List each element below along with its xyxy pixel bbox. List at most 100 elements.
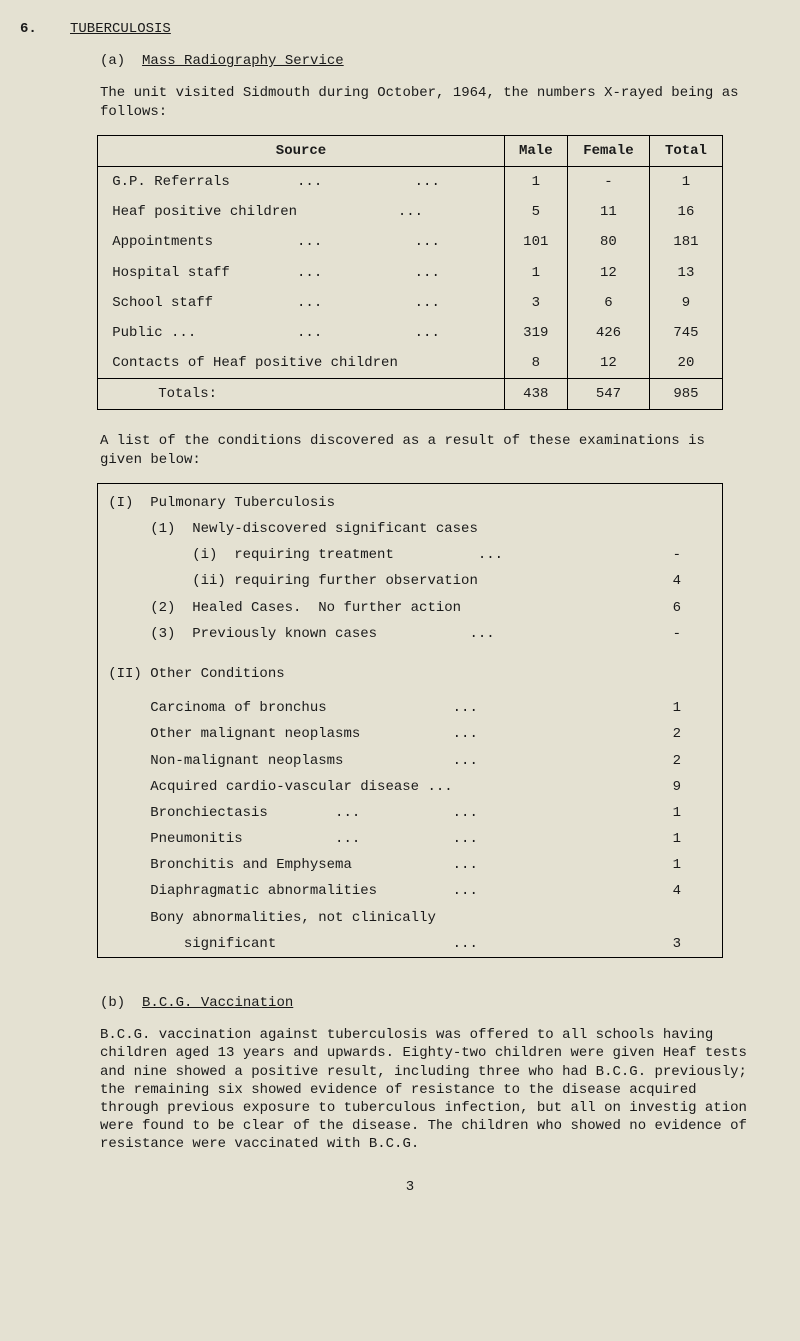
page-number: 3 (70, 1178, 750, 1196)
condition-label: (I) Pulmonary Tuberculosis (98, 483, 632, 516)
condition-value (632, 687, 723, 695)
bcg-paragraph: B.C.G. vaccination against tuberculosis … (100, 1026, 750, 1153)
table-row: Bronchiectasis ... ...1 (98, 800, 723, 826)
radiography-table: Source Male Female Total G.P. Referrals … (97, 135, 723, 411)
female-cell: 12 (567, 348, 649, 379)
condition-label: Acquired cardio-vascular disease ... (98, 774, 632, 800)
source-label: Appointments ... ... (98, 227, 505, 257)
col-male: Male (504, 135, 567, 166)
total-cell: 745 (650, 318, 723, 348)
condition-value: - (632, 542, 723, 568)
table-row: Bony abnormalities, not clinically (98, 905, 723, 931)
table-row: (i) requiring treatment ...- (98, 542, 723, 568)
condition-label (98, 687, 632, 695)
table-row: (2) Healed Cases. No further action6 (98, 595, 723, 621)
source-label: Contacts of Heaf positive children (98, 348, 505, 379)
condition-label: Carcinoma of bronchus ... (98, 695, 632, 721)
total-cell: 13 (650, 258, 723, 288)
list-intro-paragraph: A list of the conditions discovered as a… (100, 432, 750, 468)
table-row: Bronchitis and Emphysema ...1 (98, 852, 723, 878)
totals-label: Totals: (98, 379, 505, 410)
section-title: TUBERCULOSIS (70, 21, 171, 37)
intro-paragraph-a: The unit visited Sidmouth during October… (100, 84, 750, 120)
condition-value: 1 (632, 826, 723, 852)
male-cell: 8 (504, 348, 567, 379)
condition-label: Bony abnormalities, not clinically (98, 905, 632, 931)
male-cell: 1 (504, 166, 567, 197)
condition-value: 4 (632, 568, 723, 594)
table-row: Other malignant neoplasms ...2 (98, 721, 723, 747)
totals-male: 438 (504, 379, 567, 410)
female-cell: 426 (567, 318, 649, 348)
sub-a-title: Mass Radiography Service (142, 53, 344, 69)
table-row: Appointments ... ...10180181 (98, 227, 723, 257)
total-cell: 16 (650, 197, 723, 227)
source-label: G.P. Referrals ... ... (98, 166, 505, 197)
table-row (98, 687, 723, 695)
condition-value: 4 (632, 878, 723, 904)
table-row: (3) Previously known cases ...- (98, 621, 723, 647)
condition-value: 3 (632, 931, 723, 958)
table-row: Public ... ... ...319426745 (98, 318, 723, 348)
table-row: Contacts of Heaf positive children81220 (98, 348, 723, 379)
col-source: Source (98, 135, 505, 166)
male-cell: 319 (504, 318, 567, 348)
condition-label: significant ... (98, 931, 632, 958)
female-cell: 11 (567, 197, 649, 227)
sub-a-marker: (a) (100, 53, 125, 69)
condition-label: (1) Newly-discovered significant cases (98, 516, 632, 542)
table-row: Heaf positive children ...51116 (98, 197, 723, 227)
source-label: Public ... ... ... (98, 318, 505, 348)
col-female: Female (567, 135, 649, 166)
source-label: School staff ... ... (98, 288, 505, 318)
condition-value: 1 (632, 852, 723, 878)
condition-value: - (632, 621, 723, 647)
table-row: Non-malignant neoplasms ...2 (98, 748, 723, 774)
total-cell: 1 (650, 166, 723, 197)
subsection-a: (a) Mass Radiography Service (100, 52, 750, 70)
condition-value (632, 516, 723, 542)
male-cell: 101 (504, 227, 567, 257)
female-cell: 6 (567, 288, 649, 318)
totals-row: Totals: 438 547 985 (98, 379, 723, 410)
totals-female: 547 (567, 379, 649, 410)
condition-value: 6 (632, 595, 723, 621)
table-row: Diaphragmatic abnormalities ...4 (98, 878, 723, 904)
table-row: G.P. Referrals ... ...1-1 (98, 166, 723, 197)
source-label: Heaf positive children ... (98, 197, 505, 227)
total-cell: 181 (650, 227, 723, 257)
condition-value (632, 655, 723, 687)
total-cell: 9 (650, 288, 723, 318)
female-cell: 80 (567, 227, 649, 257)
condition-label: Non-malignant neoplasms ... (98, 748, 632, 774)
male-cell: 5 (504, 197, 567, 227)
condition-label: (2) Healed Cases. No further action (98, 595, 632, 621)
female-cell: 12 (567, 258, 649, 288)
condition-label: (3) Previously known cases ... (98, 621, 632, 647)
sub-b-marker: (b) (100, 995, 125, 1011)
condition-value: 1 (632, 695, 723, 721)
table-row: Pneumonitis ... ...1 (98, 826, 723, 852)
sub-b-title: B.C.G. Vaccination (142, 995, 293, 1011)
table-row: (II) Other Conditions (98, 655, 723, 687)
condition-label: (ii) requiring further observation (98, 568, 632, 594)
conditions-table: (I) Pulmonary Tuberculosis (1) Newly-dis… (97, 483, 723, 958)
section-header: 6. TUBERCULOSIS (70, 20, 750, 38)
table-row: Acquired cardio-vascular disease ...9 (98, 774, 723, 800)
totals-total: 985 (650, 379, 723, 410)
table-row: significant ...3 (98, 931, 723, 958)
female-cell: - (567, 166, 649, 197)
condition-label: Diaphragmatic abnormalities ... (98, 878, 632, 904)
condition-label: Bronchitis and Emphysema ... (98, 852, 632, 878)
source-label: Hospital staff ... ... (98, 258, 505, 288)
table-row: School staff ... ...369 (98, 288, 723, 318)
table-header-row: Source Male Female Total (98, 135, 723, 166)
condition-value: 2 (632, 721, 723, 747)
condition-label: Other malignant neoplasms ... (98, 721, 632, 747)
table-row: Hospital staff ... ...11213 (98, 258, 723, 288)
condition-value: 9 (632, 774, 723, 800)
table-row: (I) Pulmonary Tuberculosis (98, 483, 723, 516)
table-row (98, 647, 723, 655)
male-cell: 3 (504, 288, 567, 318)
condition-label (98, 647, 632, 655)
